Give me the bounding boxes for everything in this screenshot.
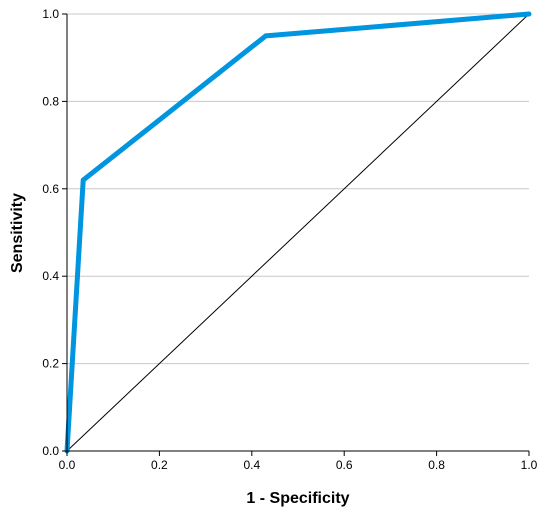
y-tick-label-1: 0.2 — [42, 357, 59, 371]
reference-diagonal — [66, 13, 530, 452]
x-tick-label-3: 0.6 — [336, 458, 353, 472]
y-tick-label-3: 0.6 — [42, 182, 59, 196]
axes — [62, 13, 530, 456]
y-tick-label-4: 0.8 — [42, 94, 59, 108]
x-tick-label-5: 1.0 — [521, 458, 538, 472]
series-layer — [64, 11, 532, 454]
x-axis-label: 1 - Specificity — [246, 490, 349, 507]
y-axis-label: Sensitivity — [9, 193, 26, 273]
reference-line — [66, 13, 530, 452]
y-tick-label-5: 1.0 — [42, 7, 59, 21]
x-tick-label-2: 0.4 — [243, 458, 260, 472]
y-tick-label-2: 0.4 — [42, 269, 59, 283]
roc-curve — [64, 11, 532, 454]
x-tick-label-4: 0.8 — [428, 458, 445, 472]
x-tick-labels: 0.0 0.2 0.4 0.6 0.8 1.0 — [59, 458, 538, 472]
x-tick-label-0: 0.0 — [59, 458, 76, 472]
y-tick-label-0: 0.0 — [42, 444, 59, 458]
grid-lines — [67, 13, 529, 365]
x-tick-label-1: 0.2 — [151, 458, 168, 472]
y-tick-labels: 0.0 0.2 0.4 0.6 0.8 1.0 — [42, 7, 59, 458]
